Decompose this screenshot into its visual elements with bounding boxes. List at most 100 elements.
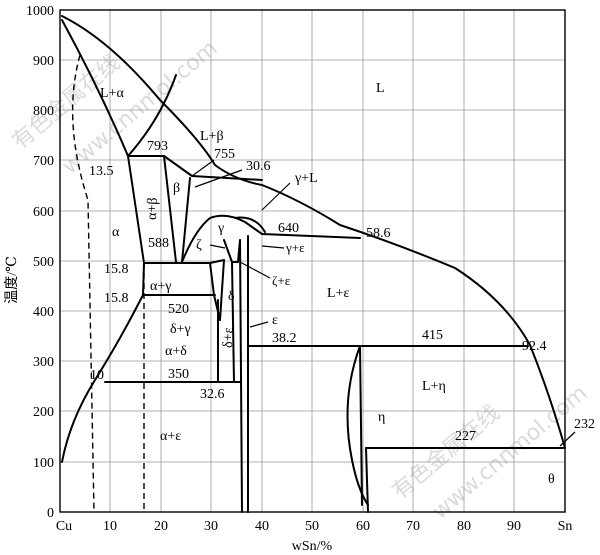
x-tick-label: 60 (356, 519, 370, 534)
point-labels: 793 755 30.6 13.5 640 58.6 588 15.8 15.8… (89, 139, 595, 444)
dashed-line-13-5 (71, 54, 95, 513)
x-tick-label: 90 (507, 519, 521, 534)
phase-label-epsilon: ε (272, 313, 278, 328)
y-tick-label: 1000 (26, 4, 54, 19)
y-tick-label: 900 (33, 54, 54, 69)
point-label-588: 588 (148, 236, 169, 251)
x-axis: Cu 10 20 30 40 50 60 70 80 90 Sn (56, 519, 573, 534)
phase-boundaries (61, 15, 576, 513)
dashed-lines (71, 54, 145, 513)
point-label-520: 520 (168, 302, 189, 317)
watermark: 有色金属在线 www.cnnmol.com 有色金属在线 www.cnnmol.… (8, 36, 593, 525)
pointer-gamma-l (261, 182, 291, 211)
x-axis-title: wSn/% (292, 539, 333, 554)
phase-label-gamma-l: γ+L (294, 171, 318, 186)
y-tick-label: 200 (33, 405, 54, 420)
point-label-13-5: 13.5 (89, 164, 114, 179)
plot-frame (59, 9, 566, 513)
point-label-92-4: 92.4 (522, 339, 547, 354)
x-tick-label: 10 (103, 519, 117, 534)
phase-label-eta: η (378, 410, 385, 425)
alpha-solidus-line (61, 19, 129, 157)
x-tick-label: 30 (204, 519, 218, 534)
x-tick-label: 80 (457, 519, 471, 534)
pointer-gamma-epsilon (261, 245, 285, 249)
x-tick-label: 50 (305, 519, 319, 534)
delta-region (209, 259, 225, 321)
phase-label-alpha: α (112, 225, 120, 240)
y-tick-label: 0 (47, 506, 54, 521)
point-label-793: 793 (147, 139, 168, 154)
phase-label-zeta-epsilon: ζ+ε (272, 273, 291, 288)
y-tick-label: 300 (33, 355, 54, 370)
delta-boundary (231, 261, 235, 383)
x-tick-label: 40 (255, 519, 269, 534)
y-tick-label: 800 (33, 104, 54, 119)
x-tick-label: 20 (154, 519, 168, 534)
pointer-755 (191, 159, 215, 177)
point-label-15-8-a: 15.8 (104, 262, 129, 277)
liquidus-line (61, 15, 566, 449)
pointer-306 (194, 169, 243, 188)
phase-label-alpha-epsilon: α+ε (160, 429, 181, 444)
x-tick-label: Cu (56, 519, 72, 534)
y-tick-label: 500 (33, 255, 54, 270)
phase-label-gamma-epsilon: γ+ε (285, 240, 305, 255)
beta-left-boundary (163, 155, 177, 263)
phase-label-alpha-beta: α+β (145, 197, 161, 220)
l-beta-boundary (127, 74, 177, 157)
eta-region-left (346, 345, 369, 506)
y-axis: 0 100 200 300 400 500 600 700 800 900 10… (26, 4, 54, 521)
phase-label-beta: β (173, 181, 180, 196)
phase-label-delta-gamma: δ+γ (170, 322, 191, 337)
phase-label-delta: δ (228, 289, 235, 304)
pointer-232 (559, 431, 576, 447)
phase-label-l-alpha: L+α (100, 86, 124, 101)
gamma-region (234, 216, 266, 233)
beta-right-boundary (181, 177, 191, 263)
y-tick-label: 400 (33, 305, 54, 320)
phase-label-gamma: γ (217, 221, 224, 236)
point-label-350: 350 (168, 367, 189, 382)
alpha-solvus-line (61, 155, 145, 463)
phase-label-theta: θ (548, 472, 555, 487)
y-axis-title: 温度/℃ (4, 256, 20, 304)
x-tick-label: 70 (406, 519, 420, 534)
point-label-32-6: 32.6 (200, 387, 225, 402)
point-label-58-6: 58.6 (366, 226, 391, 241)
gamma-left (181, 214, 263, 263)
epsilon-left (239, 239, 243, 513)
point-label-232: 232 (574, 417, 595, 432)
y-tick-label: 700 (33, 154, 54, 169)
point-label-227: 227 (455, 429, 476, 444)
pointers (191, 159, 291, 328)
isotherm-640 (261, 233, 361, 239)
phase-label-l-beta: L+β (200, 129, 224, 144)
point-label-415: 415 (422, 328, 443, 343)
phase-label-l: L (376, 81, 385, 96)
phase-label-delta-epsilon: δ+ε (221, 327, 237, 348)
point-label-38-2: 38.2 (272, 331, 297, 346)
phase-label-alpha-gamma: α+γ (150, 279, 171, 294)
grid (60, 10, 565, 512)
y-tick-label: 100 (33, 456, 54, 471)
zeta-region (223, 239, 241, 263)
pointer-epsilon (249, 321, 269, 328)
point-label-15-8-b: 15.8 (104, 291, 129, 306)
point-label-30-6: 30.6 (246, 159, 271, 174)
point-label-640: 640 (278, 221, 299, 236)
point-label-10: 10 (90, 368, 104, 383)
eta-region-right (359, 345, 363, 506)
point-label-755: 755 (214, 147, 235, 162)
phase-label-l-eta: L+η (422, 379, 446, 394)
x-tick-label: Sn (558, 519, 573, 534)
y-tick-label: 600 (33, 205, 54, 220)
phase-labels: L L+α L+β γ+L L+ε L+η α α+β β γ γ+ε ζ ζ+… (100, 81, 555, 487)
pointer-zeta-epsilon (239, 261, 271, 279)
phase-label-alpha-delta: α+δ (165, 344, 187, 359)
phase-label-zeta: ζ (196, 238, 202, 253)
eta-right-lower (365, 447, 369, 513)
pointer-zeta (209, 244, 226, 249)
phase-label-l-epsilon: L+ε (327, 286, 349, 301)
